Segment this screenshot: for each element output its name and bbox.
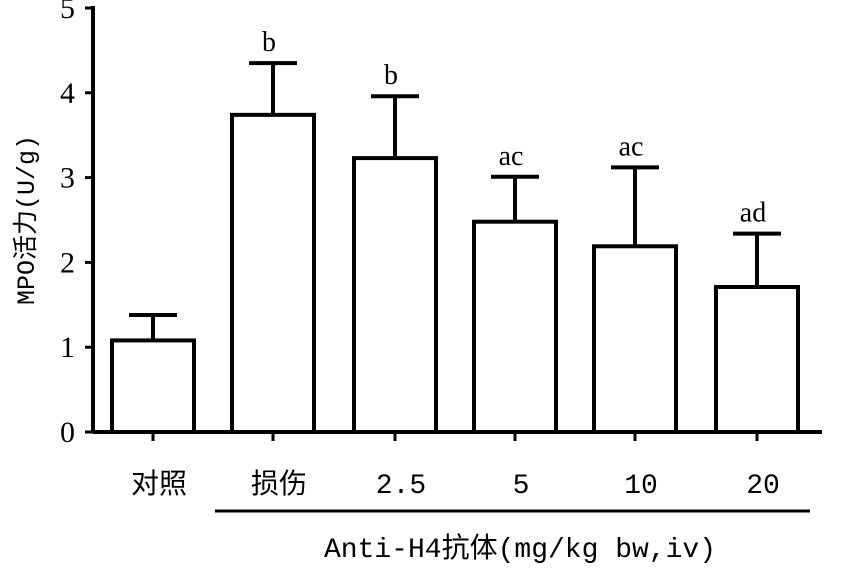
significance-label: ac (499, 141, 524, 172)
x-tick-label: 5 (513, 471, 530, 502)
significance-label: b (262, 27, 276, 58)
bar (230, 112, 316, 435)
x-tick-label: 2.5 (376, 471, 426, 502)
y-tick-label: 2 (60, 246, 75, 279)
y-axis-title: MPO活力(U/g) (12, 135, 42, 305)
x-tick-label: 20 (746, 471, 780, 502)
bar (352, 156, 438, 434)
x-tick-label: 对照 (131, 468, 187, 502)
bar (714, 284, 800, 434)
significance-label: ac (619, 131, 644, 162)
bar (472, 219, 558, 434)
group-label: Anti-H4抗体(mg/kg bw,iv) (324, 532, 716, 566)
y-tick-label: 1 (60, 331, 75, 364)
bar (592, 244, 678, 434)
x-tick-label: 损伤 (251, 468, 307, 502)
bar (110, 338, 196, 434)
significance-label: b (384, 60, 398, 91)
y-tick-label: 3 (60, 162, 75, 195)
y-tick-label: 4 (60, 77, 75, 110)
significance-label: ad (740, 198, 766, 229)
x-tick-label: 10 (624, 471, 658, 502)
y-tick-label: 0 (60, 416, 75, 449)
y-tick-label: 5 (60, 0, 75, 25)
